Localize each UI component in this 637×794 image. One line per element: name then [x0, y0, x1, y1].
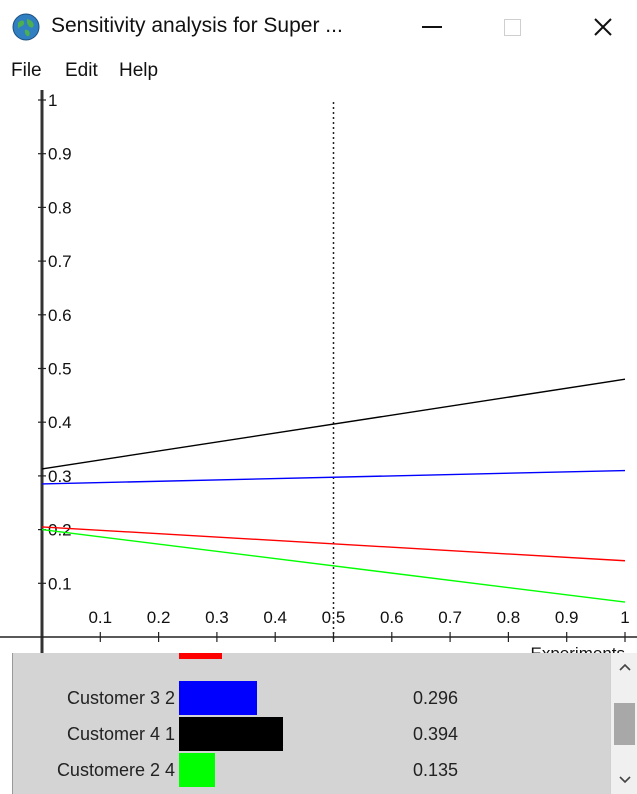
legend-bar	[179, 717, 283, 751]
minimize-button[interactable]	[404, 8, 460, 46]
x-tick-label: 0.2	[147, 608, 171, 627]
menu-help[interactable]: Help	[119, 60, 159, 81]
scroll-thumb[interactable]	[614, 703, 635, 745]
x-tick-label: 0.8	[497, 608, 521, 627]
menu-file[interactable]: File	[11, 60, 42, 81]
legend-label: Customer 4 1	[66, 724, 175, 744]
series-line	[41, 378, 626, 470]
x-tick-label: 0.9	[555, 608, 579, 627]
legend-bar	[179, 753, 215, 787]
maximize-button[interactable]	[484, 8, 540, 46]
y-tick-label: 0.3	[48, 467, 72, 486]
chevron-up-icon[interactable]	[611, 655, 637, 679]
legend-value: 0.394	[413, 724, 459, 744]
series-line	[41, 526, 626, 562]
y-tick-label: 0.1	[48, 574, 72, 593]
legend-value: 0.135	[413, 760, 459, 780]
series-line	[41, 528, 626, 603]
title-bar[interactable]: Sensitivity analysis for Super ...	[0, 0, 637, 55]
legend-label: Customere 2 4	[56, 760, 175, 780]
y-tick-label: 0.6	[48, 306, 72, 325]
legend-panel: Customer 3 2 0.296 Customer 4 1 0.394 Custom…	[12, 653, 637, 794]
close-button[interactable]	[575, 8, 631, 46]
y-tick-label: 0.7	[48, 252, 72, 271]
sensitivity-plot[interactable]: 0.1 0.2 0.3 0.4 0.5 0.6 0.7 0.8 0.9 1 0.1 0.2 0.3 0.4…	[0, 88, 637, 653]
legend-partial-bar	[179, 653, 222, 659]
x-tick-label: 0.4	[263, 608, 287, 627]
series-line	[41, 469, 626, 485]
legend-scrollbar[interactable]	[610, 653, 637, 794]
menu-bar: File Edit Help	[0, 54, 637, 88]
window-title: Sensitivity analysis for Super ...	[51, 14, 343, 37]
close-icon	[594, 18, 612, 36]
legend-row[interactable]: Customere 2 4 0.135	[13, 753, 613, 789]
y-tick-label: 0.4	[48, 413, 72, 432]
y-tick-label: 0.8	[48, 198, 72, 217]
legend-bar	[179, 681, 257, 715]
legend-row[interactable]: Customer 3 2 0.296	[13, 681, 613, 717]
y-tick-label: 0.9	[48, 145, 72, 164]
x-tick-label: 1	[620, 608, 629, 627]
minimize-icon	[422, 26, 442, 28]
y-tick-label: 0.2	[48, 521, 72, 540]
legend-row[interactable]: Customer 4 1 0.394	[13, 717, 613, 753]
y-tick-label: 0.5	[48, 360, 72, 379]
x-tick-label: 0.1	[88, 608, 112, 627]
globe-icon	[12, 13, 40, 41]
menu-edit[interactable]: Edit	[65, 60, 98, 81]
x-tick-label: 0.6	[380, 608, 404, 627]
legend-value: 0.296	[413, 688, 459, 708]
y-tick-label: 1	[48, 91, 57, 110]
x-tick-label: 0.3	[205, 608, 229, 627]
maximize-icon	[503, 18, 521, 36]
chevron-down-icon[interactable]	[611, 768, 637, 792]
x-axis-label: Experiments	[531, 644, 625, 653]
x-tick-label: 0.7	[438, 608, 462, 627]
legend-label: Customer 3 2	[66, 688, 175, 708]
sensitivity-chart: 0.1 0.2 0.3 0.4 0.5 0.6 0.7 0.8 0.9 1 0.1 0.2 0.3 0.4…	[0, 90, 637, 653]
